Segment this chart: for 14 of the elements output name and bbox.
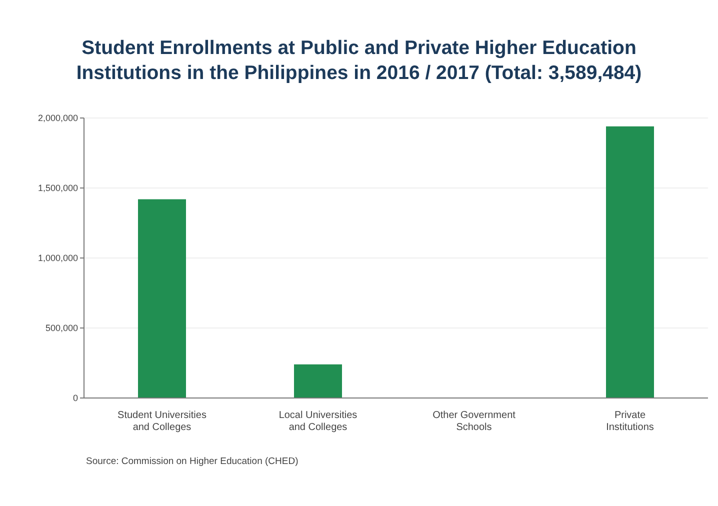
bar (138, 199, 186, 398)
x-tick-label: Student Universities and Colleges (118, 410, 206, 433)
y-tick-label: 2,000,000 (38, 113, 78, 124)
bar (294, 364, 342, 398)
x-tick-label: Other Government Schools (432, 410, 516, 433)
bar (606, 126, 654, 398)
y-tick-label: 0 (72, 393, 78, 404)
y-tick-label: 1,000,000 (38, 253, 78, 264)
chart-title: Student Enrollments at Public and Private Higher Education Institutions in the Philippines in 2016 / 2017 (Total: 3,589,484) (75, 36, 643, 86)
x-tick-label: Private Institutions (606, 410, 654, 433)
x-tick-label: Local Universities and Colleges (278, 410, 358, 433)
source-note: Source: Commission on Higher Education (CHED) (86, 456, 298, 467)
y-tick-label: 500,000 (45, 323, 78, 334)
y-tick-label: 1,500,000 (38, 183, 78, 194)
